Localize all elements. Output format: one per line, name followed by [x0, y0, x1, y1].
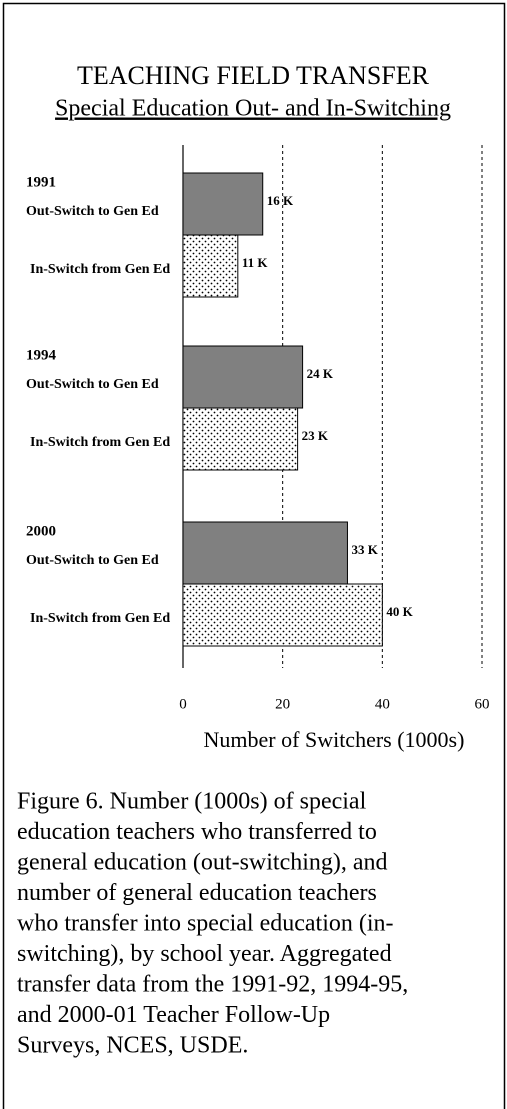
series-label: In-Switch from Gen Ed: [30, 611, 170, 626]
x-tick-label: 60: [475, 696, 490, 712]
caption-line: Figure 6. Number (1000s) of special: [17, 789, 367, 815]
series-label: In-Switch from Gen Ed: [30, 435, 170, 450]
bar: [182, 345, 304, 409]
caption-line: switching), by school year. Aggregated: [17, 941, 392, 967]
bar: [182, 583, 383, 647]
caption-line: who transfer into special education (in-: [17, 911, 394, 937]
value-label: 23 K: [302, 428, 329, 443]
caption-line: and 2000-01 Teacher Follow-Up: [17, 1002, 330, 1028]
series-label: Out-Switch to Gen Ed: [26, 377, 159, 392]
group-label: 2000: [26, 523, 56, 539]
caption-line: transfer data from the 1991-92, 1994-95,: [17, 972, 408, 998]
chart-subtitle: Special Education Out- and In-Switching: [55, 96, 451, 122]
value-label: 11 K: [242, 255, 269, 270]
x-tick-label: 20: [275, 696, 290, 712]
value-label: 24 K: [307, 366, 334, 381]
bar: [182, 407, 299, 471]
chart-title: TEACHING FIELD TRANSFER: [77, 61, 430, 90]
value-label: 33 K: [351, 542, 378, 557]
value-label: 40 K: [386, 604, 413, 619]
caption-line: number of general education teachers: [17, 880, 377, 906]
bar: [182, 234, 239, 298]
caption-line: general education (out-switching), and: [17, 850, 388, 876]
value-label: 16 K: [267, 193, 294, 208]
series-label: In-Switch from Gen Ed: [30, 262, 170, 277]
x-axis-label: Number of Switchers (1000s): [204, 727, 465, 752]
x-tick-label: 40: [375, 696, 390, 712]
caption-line: education teachers who transferred to: [17, 819, 377, 845]
group-label: 1991: [26, 174, 56, 190]
caption-line: Surveys, NCES, USDE.: [17, 1033, 248, 1059]
series-label: Out-Switch to Gen Ed: [26, 204, 159, 219]
bar: [182, 172, 264, 236]
series-label: Out-Switch to Gen Ed: [26, 553, 159, 568]
x-tick-label: 0: [179, 696, 187, 712]
group-label: 1994: [26, 347, 57, 363]
bar: [182, 521, 348, 585]
